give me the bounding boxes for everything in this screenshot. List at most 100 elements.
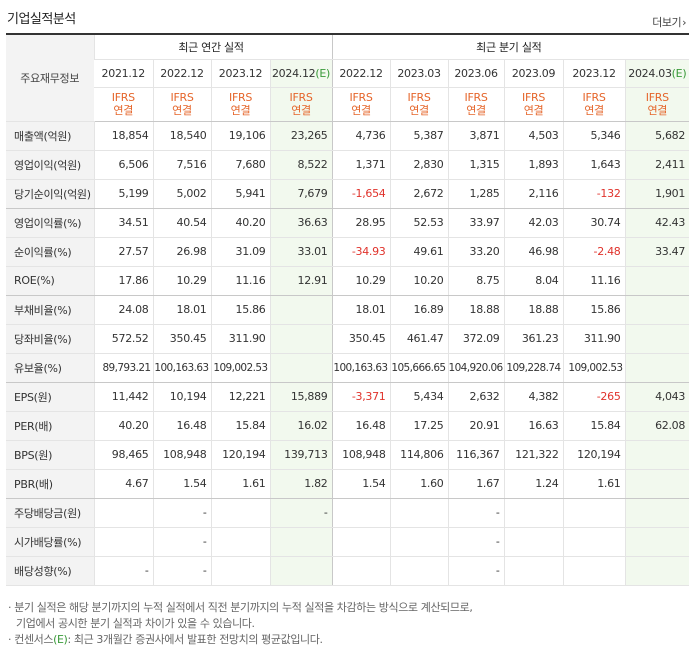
cell-value: - <box>269 498 333 528</box>
table-row: PER(배) 40.20 16.48 15.84 16.02 16.48 17.25 20.9… <box>6 411 690 441</box>
cell-value <box>624 556 690 586</box>
cell-value: 1.54 <box>152 469 211 499</box>
table-top-border <box>6 33 689 35</box>
chevron-right-icon: › <box>682 16 686 29</box>
cell-value: 105,666.65 <box>389 353 449 383</box>
cell-value: 109,002.53 <box>210 353 270 383</box>
cell-value: -265 <box>562 382 626 412</box>
cell-value <box>269 353 333 383</box>
row-label: 배당성향(%) <box>6 556 94 586</box>
table-row: PBR(배) 4.67 1.54 1.61 1.82 1.54 1.60 1.67 1.24 1.… <box>6 469 690 499</box>
cell-value: 34.51 <box>93 208 153 238</box>
cell-value: 18.88 <box>503 295 564 325</box>
cell-value: -1,654 <box>331 179 391 209</box>
cell-value <box>331 498 391 528</box>
cell-value: 1.54 <box>331 469 391 499</box>
cell-value: 16.02 <box>269 411 333 441</box>
row-label: 유보율(%) <box>6 353 94 383</box>
period-header-9: 2024.03(E) <box>624 59 690 88</box>
cell-value: 23,265 <box>269 121 333 151</box>
table-row: 시가배당률(%) - - <box>6 527 690 557</box>
cell-value: - <box>447 527 505 557</box>
cell-value: 20.91 <box>447 411 505 441</box>
cell-value <box>269 295 333 325</box>
cell-value: 15,889 <box>269 382 333 412</box>
cell-value <box>503 498 564 528</box>
cell-value: 5,346 <box>562 121 626 151</box>
cell-value: 4,382 <box>503 382 564 412</box>
cell-value <box>624 469 690 499</box>
cell-value: 350.45 <box>152 324 211 354</box>
cell-value: -3,371 <box>331 382 391 412</box>
cell-value: 350.45 <box>331 324 391 354</box>
cell-value <box>331 527 391 557</box>
cell-value: 2,411 <box>624 150 690 180</box>
cell-value <box>269 527 333 557</box>
table-row: 당기순이익(억원) 5,199 5,002 5,941 7,679 -1,654 2,672… <box>6 179 690 209</box>
footnotes: · 분기 실적은 해당 분기까지의 누적 실적에서 직전 분기까지의 누적 실적… <box>8 600 473 648</box>
cell-value: 2,672 <box>389 179 449 209</box>
cell-value: 4,503 <box>503 121 564 151</box>
cell-value: 28.95 <box>331 208 391 238</box>
ifrs-header-5: IFRS 연결 <box>389 87 449 122</box>
cell-value: 121,322 <box>503 440 564 470</box>
cell-value: 16.63 <box>503 411 564 441</box>
cell-value: 27.57 <box>93 237 153 267</box>
table-row: 순이익률(%) 27.57 26.98 31.09 33.01 -34.93 49.61 33… <box>6 237 690 267</box>
cell-value <box>389 556 449 586</box>
cell-value: 109,002.53 <box>562 353 626 383</box>
cell-value: 1.24 <box>503 469 564 499</box>
cell-value: 31.09 <box>210 237 270 267</box>
cell-value: 1,893 <box>503 150 564 180</box>
cell-value: 311.90 <box>210 324 270 354</box>
cell-value: 16.48 <box>331 411 391 441</box>
cell-value: - <box>93 556 153 586</box>
table-row: 부채비율(%) 24.08 18.01 15.86 18.01 16.89 18.88 18.… <box>6 295 690 325</box>
cell-value: 18,854 <box>93 121 153 151</box>
cell-value: 62.08 <box>624 411 690 441</box>
table-row: 당좌비율(%) 572.52 350.45 311.90 350.45 461.47 372… <box>6 324 690 354</box>
cell-value: 7,680 <box>210 150 270 180</box>
cell-value: 116,367 <box>447 440 505 470</box>
cell-value: 139,713 <box>269 440 333 470</box>
cell-value <box>269 556 333 586</box>
cell-value <box>562 527 626 557</box>
cell-value: 4,736 <box>331 121 391 151</box>
cell-value: 5,941 <box>210 179 270 209</box>
cell-value: 8,522 <box>269 150 333 180</box>
cell-value: 104,920.06 <box>447 353 505 383</box>
cell-value <box>93 498 153 528</box>
cell-value: 1,371 <box>331 150 391 180</box>
table-row: 영업이익(억원) 6,506 7,516 7,680 8,522 1,371 2,830 1,… <box>6 150 690 180</box>
cell-value <box>503 556 564 586</box>
cell-value: 42.43 <box>624 208 690 238</box>
cell-value: 33.01 <box>269 237 333 267</box>
cell-value: 1.61 <box>562 469 626 499</box>
period-header-0: 2021.12 <box>94 59 153 88</box>
cell-value: 98,465 <box>93 440 153 470</box>
cell-value: 17.25 <box>389 411 449 441</box>
more-link[interactable]: 더보기› <box>652 14 686 30</box>
row-header-label: 주요재무정보 <box>6 35 94 122</box>
cell-value: 18.01 <box>331 295 391 325</box>
ifrs-header-7: IFRS 연결 <box>503 87 564 122</box>
cell-value: 10,194 <box>152 382 211 412</box>
cell-value: 4.67 <box>93 469 153 499</box>
period-header-7: 2023.09 <box>503 59 564 88</box>
cell-value: 40.20 <box>210 208 270 238</box>
cell-value: 100,163.63 <box>331 353 391 383</box>
row-label: PER(배) <box>6 411 94 441</box>
cell-value: 18.01 <box>152 295 211 325</box>
cell-value <box>210 498 270 528</box>
row-label: PBR(배) <box>6 469 94 499</box>
cell-value: 12,221 <box>210 382 270 412</box>
cell-value: 4,043 <box>624 382 690 412</box>
section-title: 기업실적분석 <box>7 12 76 27</box>
cell-value <box>331 556 391 586</box>
cell-value: 12.91 <box>269 266 333 296</box>
cell-value: 5,682 <box>624 121 690 151</box>
cell-value: 108,948 <box>331 440 391 470</box>
cell-value: 372.09 <box>447 324 505 354</box>
cell-value <box>562 556 626 586</box>
cell-value: - <box>152 556 211 586</box>
